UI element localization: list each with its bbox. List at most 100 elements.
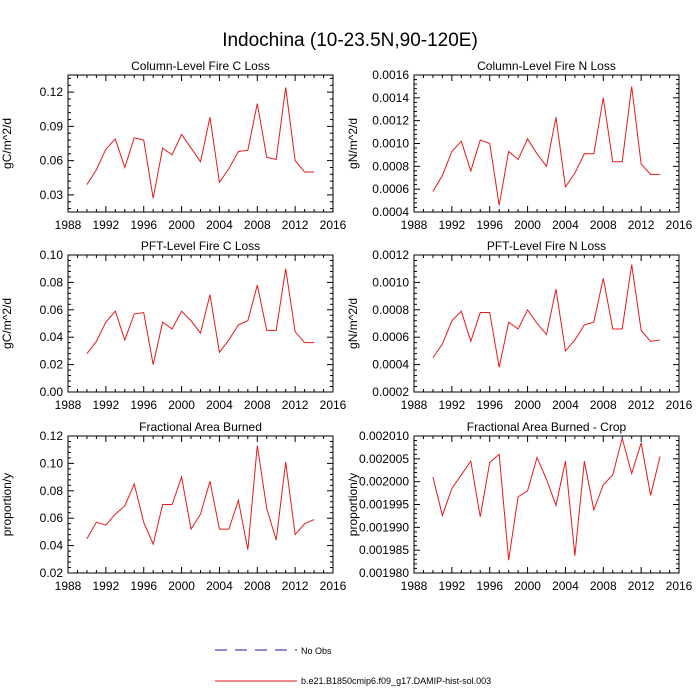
x-tick-label: 2012 (628, 218, 655, 232)
y-tick-label: 0.10 (40, 248, 64, 262)
x-tick-label: 1988 (55, 398, 82, 412)
x-tick-label: 1996 (476, 579, 503, 593)
x-tick-label: 2004 (552, 398, 579, 412)
y-tick-label: 0.10 (40, 456, 64, 470)
x-tick-label: 2000 (168, 579, 195, 593)
y-tick-label: 0.001985 (359, 543, 409, 557)
y-axis-label: gC/m^2/d (0, 298, 14, 349)
chart-panel-5: Fractional Area Burned proportion/y 1988 19… (0, 420, 347, 593)
y-tick-label: 0.09 (40, 119, 64, 133)
plot-frame (67, 254, 334, 393)
plot-frame (413, 74, 680, 213)
chart-panel-1: Column-Level Fire C Loss gC/m^2/d 1988 1992… (0, 59, 347, 232)
x-tick-label: 2016 (320, 218, 347, 232)
y-tick-label: 0.001990 (359, 520, 409, 534)
y-tick-label: 0.0012 (372, 114, 409, 128)
legend-label-no-obs: No Obs (301, 646, 332, 656)
panel-title: Fractional Area Burned - Crop (467, 420, 627, 434)
x-tick-label: 1992 (93, 218, 120, 232)
y-tick-label: 0.06 (40, 154, 64, 168)
y-tick-label: 0.12 (40, 85, 64, 99)
plot-frame (67, 435, 334, 574)
x-tick-label: 1992 (439, 218, 466, 232)
chart-panel-3: PFT-Level Fire C Loss gC/m^2/d 1988 1992 199… (0, 239, 347, 412)
y-tick-label: 0.04 (40, 330, 64, 344)
x-tick-label: 1988 (401, 218, 428, 232)
y-tick-label: 0.002000 (359, 475, 409, 489)
y-tick-label: 0.0008 (372, 303, 409, 317)
x-tick-label: 2016 (320, 579, 347, 593)
y-tick-label: 0.12 (40, 429, 64, 443)
series-line-model (432, 436, 661, 561)
y-tick-label: 0.02 (40, 358, 64, 372)
plot-frame (413, 254, 680, 393)
x-tick-label: 2000 (514, 218, 541, 232)
x-tick-label: 2000 (514, 579, 541, 593)
panel-title: Column-Level Fire C Loss (131, 59, 270, 73)
x-tick-label: 2000 (514, 398, 541, 412)
x-tick-label: 1988 (55, 218, 82, 232)
y-tick-label: 0.00 (40, 385, 64, 399)
legend: No Obs b.e21.B1850cmip6.f09_g17.DAMIP-hi… (215, 646, 491, 686)
panel-title: PFT-Level Fire C Loss (141, 239, 260, 253)
y-tick-label: 0.08 (40, 484, 64, 498)
series-line-model (86, 445, 315, 550)
x-tick-label: 2016 (320, 398, 347, 412)
x-tick-label: 2008 (590, 218, 617, 232)
chart-panel-6: Fractional Area Burned - Crop proportion/… (346, 420, 693, 593)
x-tick-label: 2008 (244, 218, 271, 232)
x-tick-label: 2012 (282, 398, 309, 412)
x-tick-label: 1996 (130, 218, 157, 232)
x-tick-label: 2016 (666, 398, 693, 412)
chart-panel-4: PFT-Level Fire N Loss gN/m^2/d 1988 1992 199… (346, 239, 693, 412)
y-tick-label: 0.06 (40, 511, 64, 525)
y-tick-label: 0.08 (40, 275, 64, 289)
x-tick-label: 2012 (282, 579, 309, 593)
x-tick-label: 1996 (130, 579, 157, 593)
x-tick-label: 2012 (282, 218, 309, 232)
y-tick-label: 0.0010 (372, 275, 409, 289)
series-line-model (432, 86, 661, 206)
y-tick-label: 0.02 (40, 566, 64, 580)
y-tick-label: 0.002005 (359, 452, 409, 466)
x-tick-label: 1992 (439, 398, 466, 412)
x-tick-label: 1988 (55, 579, 82, 593)
y-tick-label: 0.06 (40, 303, 64, 317)
x-tick-label: 2004 (552, 218, 579, 232)
x-tick-label: 1992 (93, 398, 120, 412)
y-tick-label: 0.0004 (372, 358, 409, 372)
x-tick-label: 1988 (401, 579, 428, 593)
plot-frame (413, 435, 680, 574)
x-tick-label: 2012 (628, 579, 655, 593)
y-axis-label: gN/m^2/d (346, 298, 360, 349)
y-tick-label: 0.04 (40, 539, 64, 553)
panel-title: PFT-Level Fire N Loss (487, 239, 606, 253)
x-tick-label: 2008 (590, 579, 617, 593)
y-axis-label: proportion/y (0, 473, 14, 536)
x-tick-label: 1992 (93, 579, 120, 593)
y-tick-label: 0.0016 (372, 68, 409, 82)
y-tick-label: 0.0006 (372, 182, 409, 196)
x-tick-label: 2004 (206, 218, 233, 232)
x-tick-label: 2004 (552, 579, 579, 593)
x-tick-label: 1992 (439, 579, 466, 593)
y-tick-label: 0.0006 (372, 330, 409, 344)
x-tick-label: 2008 (590, 398, 617, 412)
x-tick-label: 2008 (244, 398, 271, 412)
x-tick-label: 2016 (666, 579, 693, 593)
x-tick-label: 1996 (130, 398, 157, 412)
series-line-model (86, 87, 315, 199)
y-tick-label: 0.0004 (372, 205, 409, 219)
y-tick-label: 0.001995 (359, 498, 409, 512)
x-tick-label: 2008 (244, 579, 271, 593)
x-tick-label: 2016 (666, 218, 693, 232)
panel-title: Column-Level Fire N Loss (477, 59, 616, 73)
y-tick-label: 0.0002 (372, 385, 409, 399)
panels: Column-Level Fire C Loss gC/m^2/d 1988 1992… (0, 59, 693, 593)
legend-label-model: b.e21.B1850cmip6.f09_g17.DAMIP-hist-sol.… (301, 676, 491, 686)
y-tick-label: 0.002010 (359, 429, 409, 443)
x-tick-label: 2000 (168, 218, 195, 232)
x-tick-label: 1988 (401, 398, 428, 412)
series-line-model (432, 264, 661, 368)
